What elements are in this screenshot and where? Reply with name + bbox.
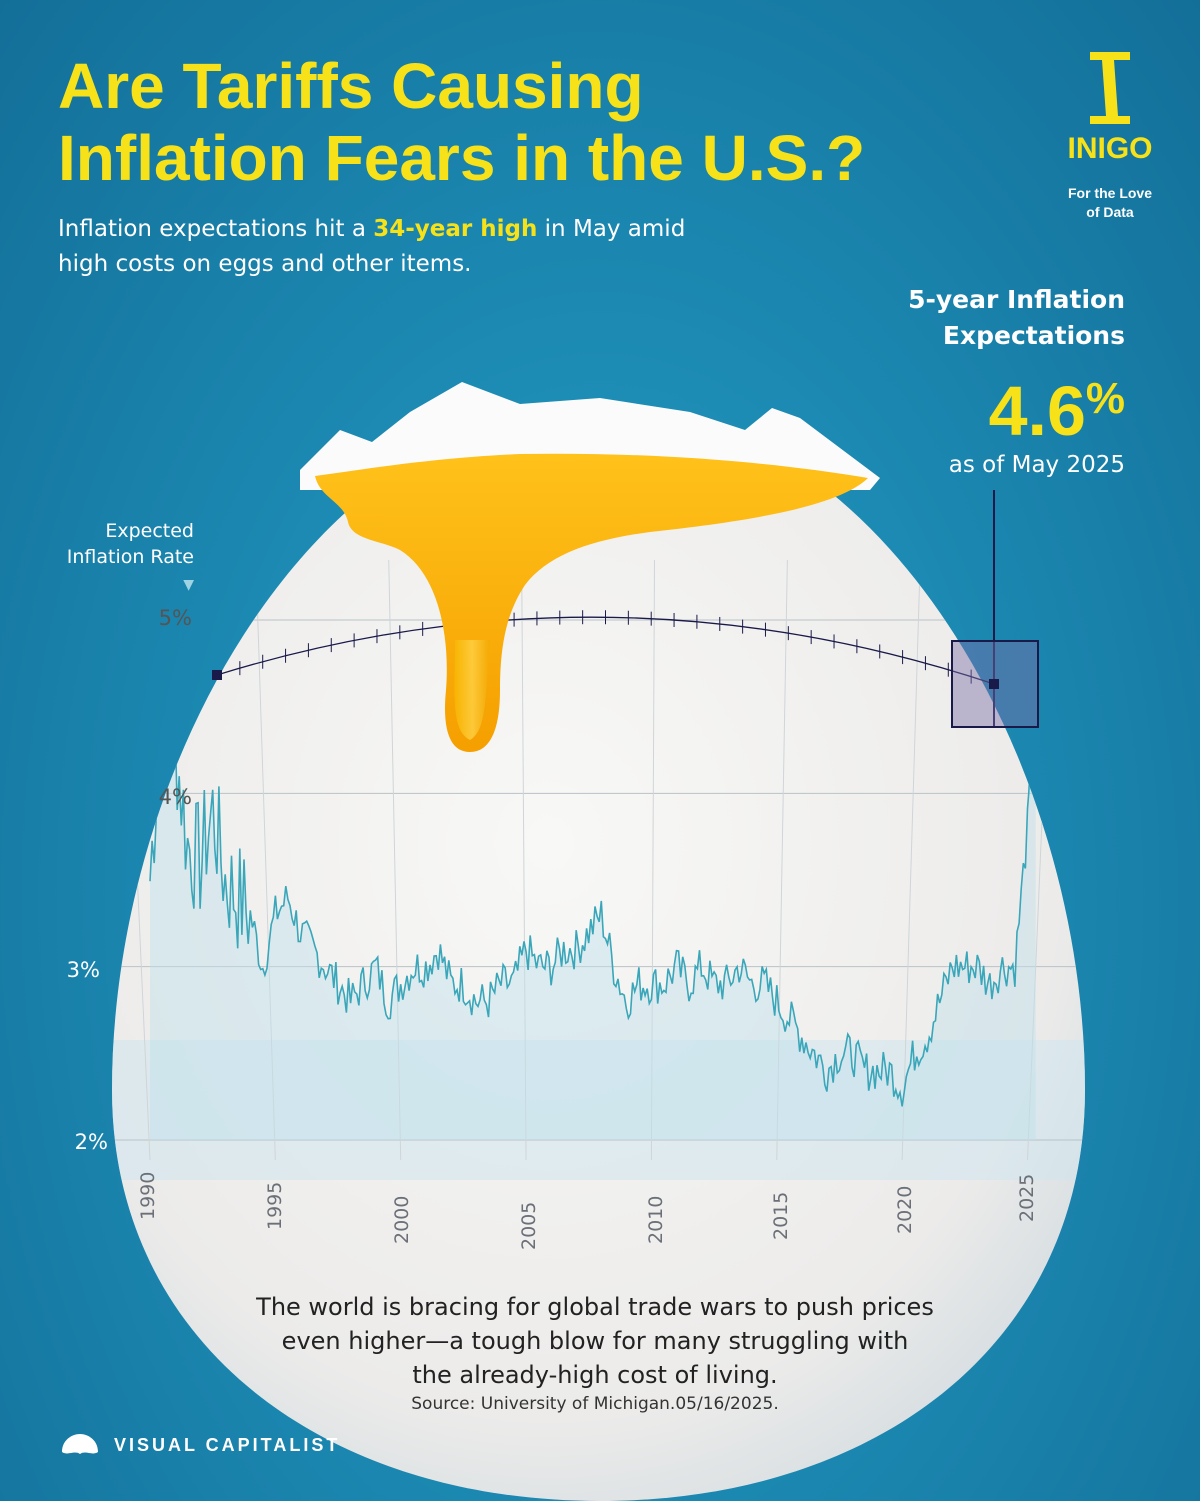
x-tick-1990: 1990 [137, 1171, 159, 1220]
series-start-marker [212, 670, 222, 680]
publisher-name: VISUAL CAPITALIST [114, 1434, 341, 1455]
grid-line-x [521, 559, 527, 1161]
x-tick-2025: 2025 [1016, 1173, 1038, 1222]
callout-label-line1: 5-year Inflation [908, 285, 1125, 314]
subtitle-after: in May amid high costs on eggs and other… [58, 216, 686, 277]
series-line [149, 651, 1037, 1107]
callout-value: 4.6% [880, 364, 1125, 446]
y-tick-2: 2% [74, 1130, 108, 1154]
title-line1: Are Tariffs Causing [58, 50, 644, 122]
callout-unit: % [1085, 374, 1125, 423]
y-axis-arrow-icon: ▼ [183, 577, 194, 593]
x-tick-2000: 2000 [391, 1195, 413, 1244]
visual-capitalist-icon [62, 1434, 98, 1454]
subtitle-before: Inflation expectations hit a [58, 216, 374, 242]
footer-caption: The world is bracing for global trade wa… [200, 1290, 990, 1392]
x-tick-2010: 2010 [645, 1195, 667, 1244]
title-line2: Inflation Fears in the U.S.? [58, 122, 866, 194]
x-tick-1995: 1995 [264, 1181, 286, 1230]
source-note: Source: University of Michigan.05/16/202… [411, 1394, 779, 1414]
subtitle: Inflation expectations hit a 34-year hig… [58, 212, 698, 282]
y-tick-4: 4% [158, 785, 192, 809]
grid-line-x [255, 559, 276, 1161]
series-end-marker [989, 679, 999, 689]
y-tick-5: 5% [158, 606, 192, 630]
grid-line-x [901, 559, 921, 1161]
callout-label: 5-year Inflation Expectations [880, 282, 1125, 354]
grid-line-x [650, 559, 655, 1161]
y-tick-3: 3% [66, 958, 100, 982]
y-axis-label-line2: Inflation Rate [66, 546, 194, 568]
callout-number: 4.6 [988, 372, 1086, 450]
inigo-logo-icon [1090, 52, 1130, 124]
inigo-logo[interactable]: INIGO For the Love of Data [1060, 52, 1160, 222]
x-tick-2015: 2015 [770, 1191, 792, 1240]
egg-yolk [315, 453, 868, 752]
grid-line-x [776, 559, 788, 1161]
callout-label-line2: Expectations [942, 321, 1125, 350]
visual-capitalist-logo[interactable]: VISUAL CAPITALIST [58, 1430, 340, 1460]
subtitle-highlight: 34-year high [373, 216, 538, 242]
x-tick-2020: 2020 [894, 1185, 916, 1234]
caption-line3: the already-high cost of living. [412, 1361, 778, 1389]
caption-line2: even higher—a tough blow for many strugg… [281, 1327, 909, 1355]
x-tick-2005: 2005 [518, 1201, 540, 1250]
egg-shell [112, 405, 1085, 1501]
grid-line-x [388, 559, 402, 1161]
arc-ruler [216, 610, 995, 685]
page-title: Are Tariffs Causing Inflation Fears in t… [58, 50, 958, 194]
series-area [150, 652, 1036, 1140]
y-axis-label-line1: Expected [105, 520, 194, 542]
callout-date: as of May 2025 [948, 452, 1125, 478]
brand-name: INIGO [1067, 132, 1153, 165]
brand-tagline: For the Love of Data [1060, 184, 1160, 222]
brand-tagline-line2: of Data [1086, 204, 1134, 220]
brand-tagline-line1: For the Love [1067, 185, 1152, 201]
callout: 5-year Inflation Expectations 4.6% as of… [880, 282, 1125, 478]
yolk-drip-highlight [454, 640, 490, 740]
y-axis-label: Expected Inflation Rate ▼ [40, 518, 194, 598]
caption-line1: The world is bracing for global trade wa… [256, 1293, 934, 1321]
